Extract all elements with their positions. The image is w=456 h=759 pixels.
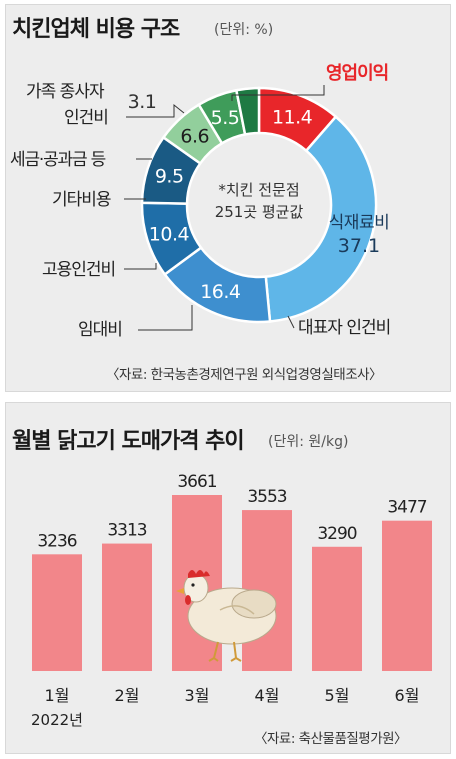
x-tick-label: 6월 bbox=[395, 686, 420, 705]
slice-name-label: 인건비 bbox=[64, 108, 108, 128]
pie-slice bbox=[264, 114, 378, 323]
bar bbox=[382, 520, 432, 671]
pie-chart-unit: (단위: %) bbox=[214, 22, 274, 38]
slice-name-label: 대표자 인건비 bbox=[298, 318, 390, 338]
slice-name-label: 고용인건비 bbox=[42, 260, 115, 280]
slice-name-label: 가족 종사자 bbox=[26, 82, 105, 102]
leader-line bbox=[124, 263, 157, 270]
x-tick-label: 3월 bbox=[185, 686, 210, 705]
bar-value-label: 3661 bbox=[177, 472, 216, 492]
leader-line bbox=[231, 85, 325, 101]
slice-value-label: 10.4 bbox=[149, 224, 190, 246]
chicken-illustration bbox=[176, 570, 277, 662]
slice-name-label: 임대비 bbox=[78, 320, 122, 340]
bar-value-label: 3553 bbox=[247, 487, 286, 507]
bar bbox=[102, 543, 152, 671]
bar bbox=[312, 546, 362, 671]
slice-name-label: 세금·공과금 등 bbox=[10, 150, 106, 170]
x-tick-label: 1월 bbox=[45, 686, 70, 705]
x-tick-label: 2월 bbox=[115, 686, 140, 705]
pie-chart-title: 치킨업체 비용 구조 bbox=[12, 17, 180, 42]
year-label: 2022년 bbox=[31, 711, 83, 729]
bar-value-label: 3313 bbox=[107, 521, 146, 541]
leader-line bbox=[126, 103, 185, 118]
leader-line bbox=[138, 305, 193, 331]
slice-value-label: 16.4 bbox=[200, 281, 241, 303]
slice-name-label: 기타비용 bbox=[52, 190, 111, 210]
chicken-price-panel: 월별 닭고기 도매가격 추이 (단위: 원/kg) 3236 1월 3313 2월 36… bbox=[5, 402, 451, 754]
slice-value-label: 3.1 bbox=[128, 91, 157, 113]
bar-chart: 3236 1월 3313 2월 3661 3월 3553 4월 3290 5월 3477 6월 2022… bbox=[31, 472, 432, 729]
bar-value-label: 3290 bbox=[317, 524, 356, 544]
slice-value-label: 5.5 bbox=[211, 107, 240, 129]
chicken-comb bbox=[188, 570, 210, 578]
bar-chart-title: 월별 닭고기 도매가격 추이 bbox=[12, 429, 245, 454]
bar-chart-unit: (단위: 원/kg) bbox=[268, 434, 349, 450]
chicken-tail bbox=[231, 589, 277, 619]
pie-chart-source: 〈자료: 한국농촌경제연구원 외식업경영실태조사〉 bbox=[106, 367, 383, 383]
slice-value-label: 6.6 bbox=[180, 126, 209, 148]
bar-chart-source: 〈자료: 축산물품질평가원〉 bbox=[254, 731, 408, 747]
chicken-wing bbox=[219, 605, 255, 615]
slice-name-label: 식재료비 bbox=[329, 213, 390, 233]
bar bbox=[32, 554, 82, 671]
slice-value-label: 11.4 bbox=[272, 106, 313, 128]
chicken-eye bbox=[191, 583, 195, 587]
cost-structure-panel: 치킨업체 비용 구조 (단위: %) 11.4 식재료비 37.1 16.4 10.4 9… bbox=[5, 4, 451, 392]
pie-slice bbox=[234, 86, 261, 136]
x-tick-label: 5월 bbox=[325, 686, 350, 705]
center-note-line1: *치킨 전문점 bbox=[218, 181, 299, 199]
chicken-wattle bbox=[185, 595, 191, 605]
x-tick-label: 4월 bbox=[255, 686, 280, 705]
slice-value-label: 37.1 bbox=[338, 235, 380, 257]
bar-value-label: 3477 bbox=[387, 498, 426, 518]
leader-line bbox=[287, 315, 295, 329]
center-note-line2: 251곳 평균값 bbox=[215, 203, 304, 221]
chicken-beak bbox=[176, 588, 184, 594]
slice-value-label: 9.5 bbox=[155, 166, 184, 188]
bar-value-label: 3236 bbox=[37, 531, 76, 551]
chicken-legs bbox=[208, 641, 242, 662]
slice-name-label: 영업이익 bbox=[326, 63, 388, 84]
